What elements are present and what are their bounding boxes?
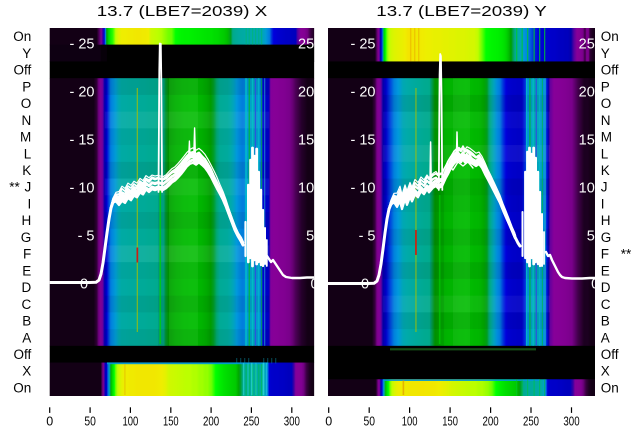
svg-text:150: 150: [442, 414, 458, 428]
svg-text:K: K: [22, 163, 31, 178]
svg-text:On: On: [13, 380, 31, 395]
svg-text:D: D: [22, 280, 32, 295]
svg-text:E: E: [601, 263, 610, 278]
svg-text:J: J: [601, 180, 608, 195]
svg-text:20: 20: [298, 85, 314, 101]
svg-text:B: B: [22, 314, 31, 329]
svg-text:150: 150: [163, 414, 179, 428]
svg-text:M: M: [20, 130, 31, 145]
svg-text:**: **: [617, 247, 632, 262]
svg-text:10: 10: [298, 181, 314, 197]
svg-text:I: I: [601, 196, 605, 211]
svg-text:5: 5: [306, 229, 314, 245]
svg-text:- 10: - 10: [351, 181, 376, 197]
svg-text:**: **: [9, 180, 23, 195]
svg-text:Y: Y: [601, 46, 610, 61]
svg-text:A: A: [601, 330, 610, 345]
svg-text:N: N: [22, 113, 32, 128]
svg-text:- 20: - 20: [351, 85, 376, 101]
svg-text:0: 0: [80, 277, 88, 293]
svg-text:13.7 (LBE7=2039) Y: 13.7 (LBE7=2039) Y: [376, 3, 547, 20]
svg-text:300: 300: [563, 414, 579, 428]
svg-text:300: 300: [284, 414, 300, 428]
svg-text:100: 100: [402, 414, 418, 428]
svg-text:H: H: [601, 213, 611, 228]
svg-text:250: 250: [523, 414, 539, 428]
svg-text:0: 0: [361, 277, 369, 293]
svg-text:200: 200: [483, 414, 499, 428]
svg-text:13.7 (LBE7=2039) X: 13.7 (LBE7=2039) X: [97, 3, 268, 20]
svg-text:200: 200: [203, 414, 219, 428]
svg-text:Off: Off: [601, 347, 619, 362]
svg-text:- 25: - 25: [351, 37, 376, 53]
svg-text:X: X: [22, 364, 31, 379]
svg-text:- 15: - 15: [351, 133, 376, 149]
svg-text:F: F: [601, 247, 609, 262]
svg-text:15: 15: [298, 133, 314, 149]
svg-text:I: I: [28, 196, 32, 211]
svg-text:O: O: [601, 96, 612, 111]
svg-text:F: F: [23, 247, 31, 262]
svg-text:O: O: [21, 96, 32, 111]
svg-text:25: 25: [298, 37, 314, 53]
svg-text:B: B: [601, 314, 610, 329]
svg-text:L: L: [601, 146, 609, 161]
svg-text:- 25: - 25: [70, 37, 95, 53]
svg-text:0: 0: [310, 277, 318, 293]
svg-text:50: 50: [363, 414, 375, 428]
svg-text:On: On: [601, 380, 619, 395]
svg-text:Off: Off: [14, 63, 32, 78]
svg-text:G: G: [601, 230, 612, 245]
svg-text:C: C: [22, 297, 32, 312]
svg-text:- 20: - 20: [70, 85, 95, 101]
svg-text:P: P: [22, 79, 31, 94]
svg-text:D: D: [601, 280, 611, 295]
svg-text:- 10: - 10: [70, 181, 95, 197]
svg-text:100: 100: [123, 414, 139, 428]
svg-text:X: X: [601, 364, 610, 379]
svg-text:25: 25: [579, 37, 595, 53]
svg-text:- 5: - 5: [78, 229, 95, 245]
svg-text:5: 5: [587, 229, 595, 245]
svg-text:Y: Y: [22, 46, 31, 61]
svg-text:Off: Off: [601, 63, 619, 78]
svg-text:P: P: [601, 79, 610, 94]
svg-text:A: A: [22, 330, 31, 345]
svg-text:Off: Off: [14, 347, 32, 362]
svg-text:C: C: [601, 297, 611, 312]
svg-text:J: J: [25, 180, 32, 195]
svg-text:10: 10: [579, 181, 595, 197]
svg-text:20: 20: [579, 85, 595, 101]
svg-text:0: 0: [591, 277, 599, 293]
svg-text:- 15: - 15: [70, 133, 95, 149]
svg-text:N: N: [601, 113, 611, 128]
svg-text:K: K: [601, 163, 610, 178]
svg-text:G: G: [21, 230, 32, 245]
svg-text:H: H: [22, 213, 32, 228]
svg-text:On: On: [601, 29, 619, 44]
svg-text:L: L: [24, 146, 32, 161]
svg-text:50: 50: [84, 414, 96, 428]
svg-text:0: 0: [325, 414, 332, 428]
svg-text:250: 250: [243, 414, 259, 428]
svg-text:E: E: [22, 263, 31, 278]
svg-text:15: 15: [579, 133, 595, 149]
svg-text:- 5: - 5: [359, 229, 376, 245]
svg-text:M: M: [601, 130, 612, 145]
svg-text:0: 0: [46, 414, 53, 428]
svg-text:On: On: [13, 29, 31, 44]
